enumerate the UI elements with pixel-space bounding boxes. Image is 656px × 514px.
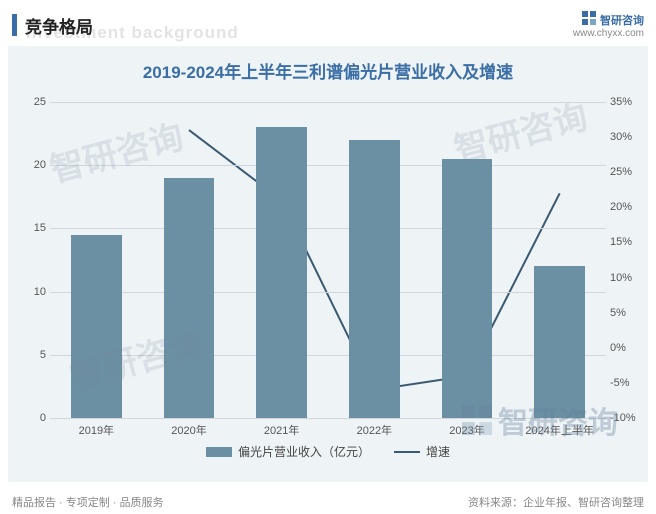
line-series [50, 102, 606, 418]
legend-bar-swatch [206, 447, 232, 457]
y2-tick-label: 5% [610, 307, 642, 319]
brand-url: www.chyxx.com [573, 28, 644, 39]
y2-tick-label: 35% [610, 96, 642, 108]
legend-line-label: 增速 [426, 443, 450, 460]
footer-right: 资料来源：企业年报、智研咨询整理 [468, 494, 644, 510]
y2-tick-label: 20% [610, 201, 642, 213]
legend-line-item: 增速 [394, 443, 450, 460]
legend-bar-label: 偏光片营业收入（亿元） [238, 443, 370, 460]
y1-tick-label: 15 [20, 222, 46, 234]
y2-tick-label: 25% [610, 166, 642, 178]
bar [256, 127, 307, 418]
grid-line [50, 165, 606, 166]
chart-area: 2019-2024年上半年三利谱偏光片营业收入及增速 0510152025-10… [8, 46, 648, 482]
legend-line-swatch [394, 451, 420, 453]
header-left: Investment background 竞争格局 [12, 13, 93, 38]
header-accent-bar [12, 14, 17, 36]
y2-tick-label: -10% [610, 412, 642, 424]
x-tick-label: 2024年上半年 [525, 422, 593, 438]
brand-icon [582, 11, 596, 28]
plot-region: 0510152025-10%-5%0%5%10%15%20%25%30%35%2… [50, 102, 606, 418]
bar [442, 159, 493, 418]
y1-tick-label: 10 [20, 286, 46, 298]
y1-tick-label: 0 [20, 412, 46, 424]
x-tick-label: 2021年 [264, 422, 299, 438]
y2-tick-label: -5% [610, 377, 642, 389]
x-tick-label: 2022年 [357, 422, 392, 438]
grid-line [50, 292, 606, 293]
x-tick-label: 2019年 [79, 422, 114, 438]
bar [534, 266, 585, 418]
grid-line [50, 355, 606, 356]
y2-tick-label: 30% [610, 131, 642, 143]
grid-line [50, 228, 606, 229]
y1-tick-label: 5 [20, 349, 46, 361]
footer-left: 精品报告 · 专项定制 · 品质服务 [12, 494, 164, 510]
bar [164, 178, 215, 418]
brand-name: 智研咨询 [600, 12, 644, 28]
brand-line: 智研咨询 [573, 11, 644, 28]
bar [349, 140, 400, 418]
x-tick-label: 2023年 [449, 422, 484, 438]
legend: 偏光片营业收入（亿元） 增速 [8, 443, 648, 460]
y2-tick-label: 0% [610, 342, 642, 354]
legend-bar-item: 偏光片营业收入（亿元） [206, 443, 370, 460]
y1-tick-label: 20 [20, 159, 46, 171]
grid-line [50, 102, 606, 103]
x-tick-label: 2020年 [171, 422, 206, 438]
y2-tick-label: 10% [610, 272, 642, 284]
page-title: 竞争格局 [25, 13, 93, 38]
header: Investment background 竞争格局 智研咨询 www.chyx… [0, 0, 656, 46]
header-brand-block: 智研咨询 www.chyxx.com [573, 11, 644, 39]
y2-tick-label: 15% [610, 236, 642, 248]
y1-tick-label: 25 [20, 96, 46, 108]
footer: 精品报告 · 专项定制 · 品质服务 资料来源：企业年报、智研咨询整理 [12, 494, 644, 510]
bar [71, 235, 122, 418]
chart-title: 2019-2024年上半年三利谱偏光片营业收入及增速 [8, 58, 648, 83]
grid-line [50, 418, 606, 419]
